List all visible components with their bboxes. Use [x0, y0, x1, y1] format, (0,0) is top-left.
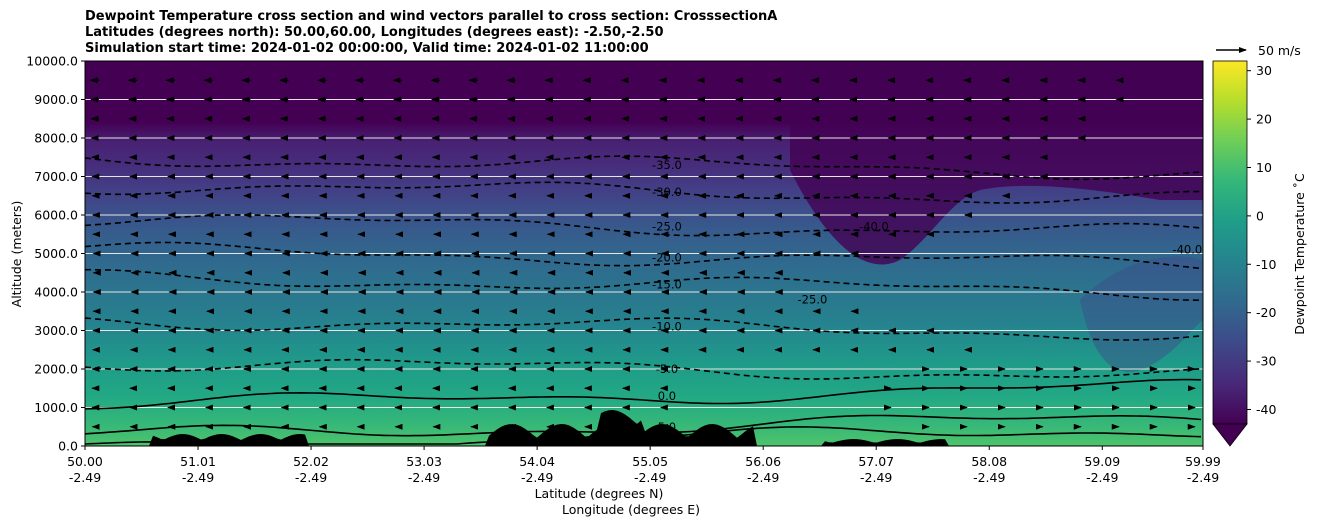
x-tick-lon-label: -2.49 [521, 470, 553, 485]
contour-line [85, 317, 1202, 341]
contour-label: -10.0 [652, 320, 682, 334]
colorbar-tick-label: -10 [1256, 257, 1276, 272]
colorbar-tick-label: 30 [1256, 63, 1272, 78]
colorbar-label: Dewpoint Temperature ˚C [1292, 173, 1307, 335]
x-tick-lon-label: -2.49 [69, 470, 101, 485]
x-tick-lon-label: -2.49 [182, 470, 214, 485]
x-tick-lat-label: 50.00 [67, 454, 103, 469]
x-tick-lon-label: -2.49 [973, 470, 1005, 485]
contour-label: -30.0 [652, 185, 682, 199]
wind-vectors [89, 77, 1196, 430]
x-tick-lat-label: 57.07 [858, 454, 894, 469]
y-tick-label: 5000.0 [34, 246, 78, 261]
y-tick-label: 1000.0 [34, 400, 78, 415]
contour-line [85, 214, 1202, 237]
colorbar-tick-label: 0 [1256, 208, 1264, 223]
contour-line [85, 155, 1202, 181]
colorbar-extend-min [1212, 423, 1248, 447]
y-tick-label: 0.0 [58, 439, 78, 454]
x-tick-lat-label: 51.01 [180, 454, 216, 469]
x-axis-label-lat: Latitude (degrees N) [535, 486, 664, 501]
contour-label: 10.0 [654, 431, 680, 445]
x-tick-lon-label: -2.49 [1086, 470, 1118, 485]
y-tick-label: 6000.0 [34, 208, 78, 223]
contour-label: -25.0 [798, 293, 828, 307]
x-tick-lon-label: -2.49 [1187, 470, 1219, 485]
terrain [85, 410, 1203, 446]
contour-line [85, 181, 1201, 204]
colorbar-tick-label: -30 [1256, 354, 1276, 369]
contour-line [85, 241, 1202, 270]
y-tick-label: 2000.0 [34, 362, 78, 377]
dry-air-tongue [1080, 256, 1203, 372]
colorbar-ticks: -40 -30 -20 -10 0 10 20 30 [1247, 63, 1276, 417]
x-tick-lon-label: -2.49 [408, 470, 440, 485]
contour-labels: -35.0 -30.0 -25.0 -20.0 -15.0 -10.0 -5.0 0.0 5.0… [652, 158, 1202, 445]
contour-label: -40.0 [1172, 243, 1202, 257]
x-tick-lat-label: 53.03 [406, 454, 442, 469]
x-tick-lon-label: -2.49 [295, 470, 327, 485]
x-tick-lat-label: 59.09 [1084, 454, 1120, 469]
title-line-3: Simulation start time: 2024-01-02 00:00:… [85, 41, 649, 56]
x-tick-lat-label: 56.06 [745, 454, 781, 469]
y-grid [85, 99, 1203, 408]
contour-label: -20.0 [652, 250, 682, 264]
y-tick-label: 9000.0 [34, 92, 78, 107]
contour-line [85, 378, 1202, 410]
x-tick-lat-label: 52.02 [293, 454, 329, 469]
contour-line [85, 358, 1202, 380]
y-axis-label: Altitude (meters) [9, 201, 24, 308]
contour-line [85, 268, 1201, 301]
colorbar-tick-label: -20 [1256, 305, 1276, 320]
wind-reference-label: 50 m/s [1258, 43, 1301, 58]
y-tick-label: 3000.0 [34, 323, 78, 338]
contour-label: -40.0 [859, 219, 889, 233]
x-tick-lat-label: 59.99 [1185, 454, 1221, 469]
contour-label: -15.0 [652, 277, 682, 291]
contour-label: 5.0 [658, 420, 676, 434]
x-axis-ticks: 50.00-2.4951.01-2.4952.02-2.4953.03-2.49… [67, 446, 1221, 485]
y-axis-ticks: 0.0 1000.0 2000.0 3000.0 4000.0 5000.0 6000.0 7… [26, 54, 85, 454]
title-line-1: Dewpoint Temperature cross section and w… [85, 9, 778, 24]
x-tick-lat-label: 58.08 [971, 454, 1007, 469]
contour-label: -5.0 [656, 362, 678, 376]
colorbar-tick-label: 10 [1256, 160, 1272, 175]
x-tick-lat-label: 54.04 [519, 454, 555, 469]
x-tick-lat-label: 55.05 [632, 454, 668, 469]
y-tick-label: 10000.0 [26, 54, 78, 69]
contour-label: -25.0 [652, 220, 682, 234]
x-tick-lon-label: -2.49 [860, 470, 892, 485]
x-tick-lon-label: -2.49 [747, 470, 779, 485]
y-tick-label: 7000.0 [34, 169, 78, 184]
x-tick-lon-label: -2.49 [634, 470, 666, 485]
x-axis-label-lon: Longitude (degrees E) [562, 502, 700, 517]
contour-label: 0.0 [658, 389, 676, 403]
y-tick-label: 8000.0 [34, 131, 78, 146]
y-tick-label: 4000.0 [34, 285, 78, 300]
title-line-2: Latitudes (degrees north): 50.00,60.00, … [85, 25, 664, 40]
colorbar [1212, 60, 1248, 425]
colorbar-tick-label: 20 [1256, 112, 1272, 127]
chart-title: Dewpoint Temperature cross section and w… [85, 9, 777, 57]
contour-label: -35.0 [652, 158, 682, 172]
colorbar-tick-label: -40 [1256, 402, 1276, 417]
